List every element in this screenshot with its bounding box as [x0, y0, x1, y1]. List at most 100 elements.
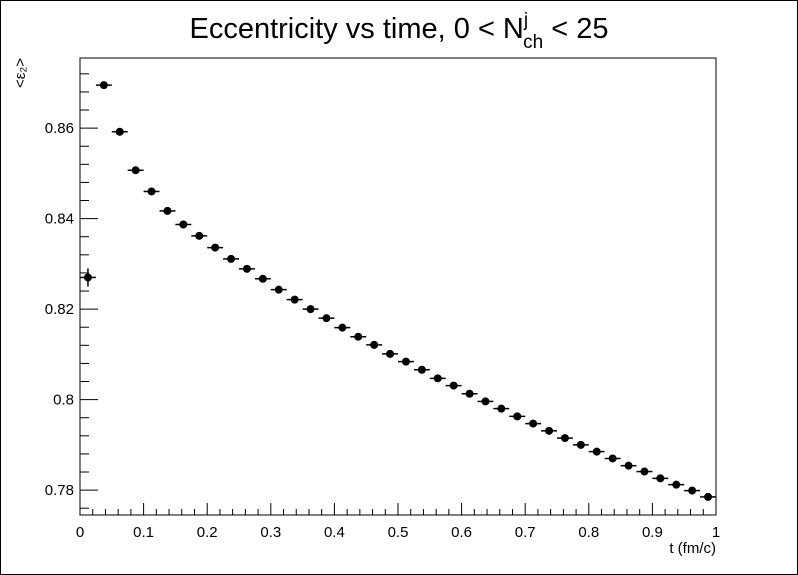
data-point — [223, 254, 239, 263]
data-marker — [338, 323, 347, 332]
data-point — [445, 381, 462, 390]
data-point — [509, 412, 526, 421]
data-marker — [576, 440, 585, 449]
data-marker — [481, 397, 490, 406]
data-marker — [672, 480, 681, 489]
y-tick-label: 0.84 — [45, 211, 74, 228]
data-point — [588, 447, 605, 456]
data-marker — [242, 264, 251, 273]
data-marker — [417, 365, 426, 374]
data-marker — [147, 187, 156, 196]
data-point — [191, 231, 208, 240]
data-marker — [529, 419, 538, 428]
y-axis-label: <ε₂> — [12, 58, 29, 88]
x-tick-label: 0.7 — [515, 524, 536, 541]
data-point — [493, 404, 510, 413]
chart-title-suffix: < 25 — [543, 13, 608, 45]
data-point — [143, 187, 160, 196]
data-marker — [640, 467, 649, 476]
x-tick-label: 0.3 — [260, 524, 281, 541]
data-marker — [465, 389, 474, 398]
data-point — [334, 323, 351, 332]
x-tick-label: 0 — [76, 524, 84, 541]
x-tick-label: 0.2 — [197, 524, 218, 541]
data-point — [541, 426, 557, 435]
data-marker — [433, 374, 442, 383]
x-tick-label: 0.9 — [642, 524, 663, 541]
data-point — [525, 419, 542, 428]
data-marker — [322, 314, 331, 323]
x-tick-label: 1 — [712, 524, 720, 541]
data-marker — [545, 426, 554, 435]
data-point — [350, 332, 367, 341]
data-marker — [704, 492, 713, 501]
x-axis-tick-labels: 0 0.1 0.2 0.3 0.4 0.5 0.6 0.7 0.8 0.9 1 — [76, 524, 720, 541]
data-marker — [513, 412, 522, 421]
y-axis-ticks — [80, 73, 98, 509]
data-marker — [99, 81, 108, 90]
data-point — [286, 295, 303, 304]
data-marker — [592, 447, 601, 456]
data-point — [429, 374, 446, 383]
data-marker — [560, 434, 569, 443]
plot-area — [79, 57, 717, 516]
y-axis-tick-labels: 0.78 0.8 0.82 0.84 0.86 — [45, 120, 74, 499]
data-point — [318, 314, 335, 323]
data-marker — [195, 231, 204, 240]
data-point — [461, 389, 478, 398]
data-point — [111, 127, 128, 136]
data-point — [700, 492, 716, 501]
data-point — [652, 474, 669, 483]
data-point — [572, 440, 589, 449]
data-point — [175, 220, 192, 229]
data-point — [413, 365, 430, 374]
data-point — [80, 268, 96, 287]
data-marker — [386, 349, 395, 358]
data-marker — [163, 206, 172, 215]
data-point — [159, 206, 176, 215]
data-marker — [624, 461, 633, 470]
data-point — [620, 461, 637, 470]
x-tick-label: 0.1 — [133, 524, 154, 541]
y-tick-label: 0.8 — [53, 392, 74, 409]
data-marker — [83, 273, 92, 282]
data-marker — [688, 486, 697, 495]
y-tick-label: 0.78 — [45, 482, 74, 499]
data-point — [557, 434, 573, 443]
data-point — [254, 274, 271, 283]
data-point — [398, 357, 414, 366]
data-point — [95, 81, 112, 90]
data-point — [270, 285, 287, 294]
data-point — [636, 467, 653, 476]
data-marker — [211, 243, 220, 252]
data-marker — [227, 254, 236, 263]
data-marker — [179, 220, 188, 229]
data-point — [668, 480, 685, 489]
data-marker — [401, 357, 410, 366]
data-marker — [274, 285, 283, 294]
data-marker — [258, 274, 267, 283]
data-marker — [115, 127, 124, 136]
x-tick-label: 0.6 — [451, 524, 472, 541]
chart-title-superscript: j — [523, 10, 528, 31]
data-marker — [656, 474, 665, 483]
data-point — [477, 397, 494, 406]
data-point — [207, 243, 224, 252]
data-marker — [497, 404, 506, 413]
data-point — [239, 264, 255, 273]
chart-title-subscript: ch — [523, 32, 543, 53]
data-point — [302, 305, 319, 314]
chart-title: Eccentricity vs time, 0 < Nj ch < 25 — [189, 10, 608, 53]
data-marker — [354, 332, 363, 341]
data-marker — [608, 454, 617, 463]
x-axis-label: t (fm/c) — [669, 540, 716, 557]
chart-title-prefix: Eccentricity vs time, 0 < N — [189, 13, 523, 45]
y-tick-label: 0.82 — [45, 301, 74, 318]
data-point — [366, 340, 383, 349]
data-marker — [306, 305, 315, 314]
data-points — [80, 81, 716, 501]
data-marker — [131, 166, 140, 175]
data-point — [382, 349, 398, 358]
